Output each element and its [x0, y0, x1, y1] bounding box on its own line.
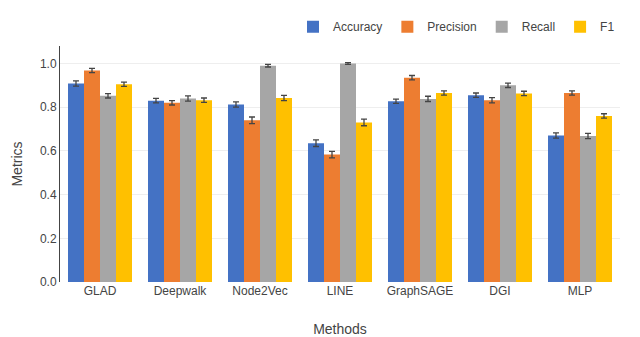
svg-text:Recall: Recall: [522, 20, 555, 34]
svg-text:Deepwalk: Deepwalk: [154, 284, 208, 298]
svg-text:MLP: MLP: [568, 284, 593, 298]
svg-text:Methods: Methods: [313, 321, 367, 337]
svg-text:0.2: 0.2: [40, 232, 57, 246]
svg-text:0.8: 0.8: [40, 100, 57, 114]
svg-text:0.0: 0.0: [40, 275, 57, 289]
svg-text:LINE: LINE: [327, 284, 354, 298]
svg-text:Accuracy: Accuracy: [333, 20, 382, 34]
svg-text:Metrics: Metrics: [9, 141, 25, 186]
svg-text:0.4: 0.4: [40, 188, 57, 202]
svg-text:Node2Vec: Node2Vec: [232, 284, 287, 298]
svg-text:GraphSAGE: GraphSAGE: [387, 284, 454, 298]
svg-text:F1: F1: [600, 20, 614, 34]
svg-text:Precision: Precision: [427, 20, 476, 34]
svg-text:0.6: 0.6: [40, 144, 57, 158]
svg-text:1.0: 1.0: [40, 57, 57, 71]
svg-text:GLAD: GLAD: [84, 284, 117, 298]
svg-text:DGI: DGI: [489, 284, 510, 298]
